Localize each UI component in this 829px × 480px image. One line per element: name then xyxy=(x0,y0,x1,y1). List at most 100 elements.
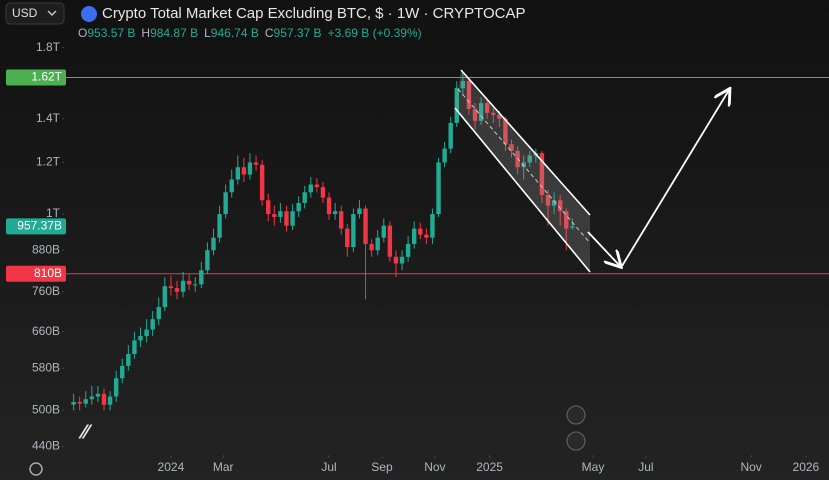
candle-body xyxy=(436,162,441,215)
candle-body xyxy=(180,280,186,292)
candle-body xyxy=(405,243,411,257)
price-label-box xyxy=(6,218,66,235)
candle-body xyxy=(497,114,502,119)
candle-body xyxy=(272,214,277,217)
candle-body xyxy=(113,378,119,397)
candle-body xyxy=(545,194,551,206)
candle-body xyxy=(229,179,234,193)
candle-body xyxy=(77,401,82,404)
candle-body xyxy=(162,286,168,308)
candle-body xyxy=(345,228,350,248)
candle-body xyxy=(424,234,429,238)
ohlc-value: 946.74 B xyxy=(211,26,259,40)
candle-body xyxy=(551,200,557,206)
channel-line xyxy=(454,107,591,273)
channel-fill xyxy=(455,70,590,272)
price-label-box xyxy=(6,265,66,282)
candle-body xyxy=(217,214,222,238)
x-tick-label: Sep xyxy=(371,460,393,474)
candle-body xyxy=(466,81,472,109)
ohlc-value: 957.37 B xyxy=(274,26,322,40)
candle-body xyxy=(460,81,466,89)
ohlc-value: 984.87 B xyxy=(150,26,198,40)
channel-midline xyxy=(457,88,591,244)
candle-body xyxy=(491,112,496,115)
candle-body xyxy=(126,354,131,366)
candle-body xyxy=(302,192,307,203)
candle-body xyxy=(83,399,88,404)
candle-body xyxy=(259,164,265,201)
candle-body xyxy=(211,237,216,251)
candle-body xyxy=(387,225,393,257)
candle-body xyxy=(253,162,259,165)
y-tick-label: 580B xyxy=(32,360,60,374)
candle-body xyxy=(205,250,210,271)
y-tick-label: 660B xyxy=(32,324,60,338)
x-tick-label: 2026 xyxy=(793,460,820,474)
channel-line xyxy=(460,69,591,216)
candle-body xyxy=(326,197,332,215)
dropdown-icon xyxy=(47,10,57,16)
x-tick-label: Jul xyxy=(638,460,653,474)
ohlc-label: H xyxy=(141,26,150,40)
candle-body xyxy=(132,340,137,355)
candle-body xyxy=(174,288,180,292)
candle-body xyxy=(454,88,459,123)
candle-body xyxy=(278,211,283,217)
x-tick-label: 2024 xyxy=(158,460,185,474)
x-tick-label: Mar xyxy=(213,460,234,474)
x-tick-label: Nov xyxy=(424,460,445,474)
candle-body xyxy=(557,200,563,212)
candle-body xyxy=(308,184,313,193)
arrow xyxy=(587,231,620,266)
arrow xyxy=(621,90,729,267)
ohlc-readout: O953.57 B H984.87 B L946.74 B C957.37 B +3.6… xyxy=(78,26,422,40)
candle-body xyxy=(101,393,107,405)
candle-body xyxy=(193,284,198,286)
price-label-box xyxy=(6,69,66,86)
candle-body xyxy=(241,167,247,175)
chart-title: Crypto Total Market Cap Excluding BTC, $… xyxy=(102,5,525,22)
candle-body xyxy=(503,118,508,145)
y-tick-label: 880B xyxy=(32,242,60,256)
candle-body xyxy=(120,365,125,379)
candle-body xyxy=(430,214,435,238)
settings-icon[interactable] xyxy=(29,462,43,476)
candle-body xyxy=(314,184,320,188)
event-icon[interactable] xyxy=(566,405,586,425)
candle-body xyxy=(399,256,405,264)
candle-body xyxy=(527,155,532,163)
candle-body xyxy=(144,329,149,337)
candle-body xyxy=(484,103,490,113)
candle-body xyxy=(472,108,478,121)
y-tick-label: 1.8T xyxy=(36,40,61,54)
x-tick-label: May xyxy=(582,460,605,474)
ohlc-label: O xyxy=(78,26,87,40)
candle-body xyxy=(363,208,368,244)
candle-body xyxy=(150,319,155,330)
event-icon[interactable] xyxy=(566,431,586,451)
candle-body xyxy=(478,103,484,121)
candle-body xyxy=(320,187,326,198)
candle-body xyxy=(351,214,356,248)
symbol-logo xyxy=(81,6,97,22)
candle-body xyxy=(369,243,374,251)
candle-body xyxy=(332,211,338,215)
y-tick-label: 1.2T xyxy=(36,155,61,169)
currency-button[interactable] xyxy=(5,2,65,25)
candle-body xyxy=(539,153,545,195)
price-label: 957.37B xyxy=(17,219,62,233)
candle-body xyxy=(138,336,143,341)
candle-body xyxy=(381,225,386,238)
candle-body xyxy=(570,226,575,228)
ohlc-label: L xyxy=(204,26,211,40)
ohlc-value: 953.57 B xyxy=(87,26,135,40)
y-tick-label: 1.4T xyxy=(36,111,61,125)
candle-body xyxy=(564,211,569,229)
plot-area xyxy=(66,72,829,411)
ohlc-label: C xyxy=(265,26,274,40)
candle-body xyxy=(418,228,423,235)
candle-body xyxy=(284,211,289,226)
price-label: 810B xyxy=(34,266,62,280)
